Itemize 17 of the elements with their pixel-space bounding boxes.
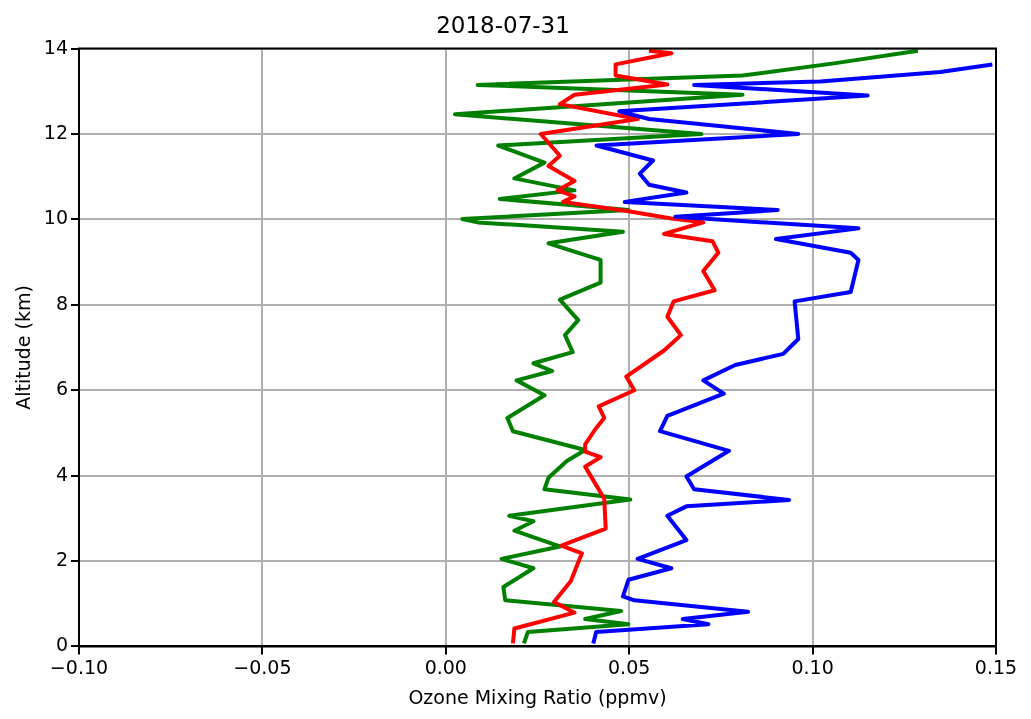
y-tick-label: 4 bbox=[55, 462, 68, 485]
y-tick-label: 8 bbox=[55, 291, 68, 314]
x-tick-label: 0.15 bbox=[974, 655, 1018, 678]
y-axis-title: Altitude (km) bbox=[12, 285, 35, 410]
x-tick-label: 0.00 bbox=[424, 655, 467, 678]
x-tick-label: 0.10 bbox=[791, 655, 834, 678]
y-tick-label: 0 bbox=[55, 633, 68, 656]
y-tick-label: 2 bbox=[55, 547, 68, 570]
x-tick-label: −0.05 bbox=[233, 655, 292, 678]
x-axis-title: Ozone Mixing Ratio (ppmv) bbox=[408, 685, 667, 708]
y-tick-label: 10 bbox=[43, 206, 68, 229]
chart-title: 2018-07-31 bbox=[436, 11, 570, 38]
x-tick-label: 0.05 bbox=[608, 655, 651, 678]
y-tick-label: 12 bbox=[43, 120, 68, 143]
y-tick-label: 6 bbox=[55, 377, 68, 400]
y-tick-label: 14 bbox=[43, 35, 68, 58]
x-tick-label: −0.10 bbox=[49, 655, 109, 678]
